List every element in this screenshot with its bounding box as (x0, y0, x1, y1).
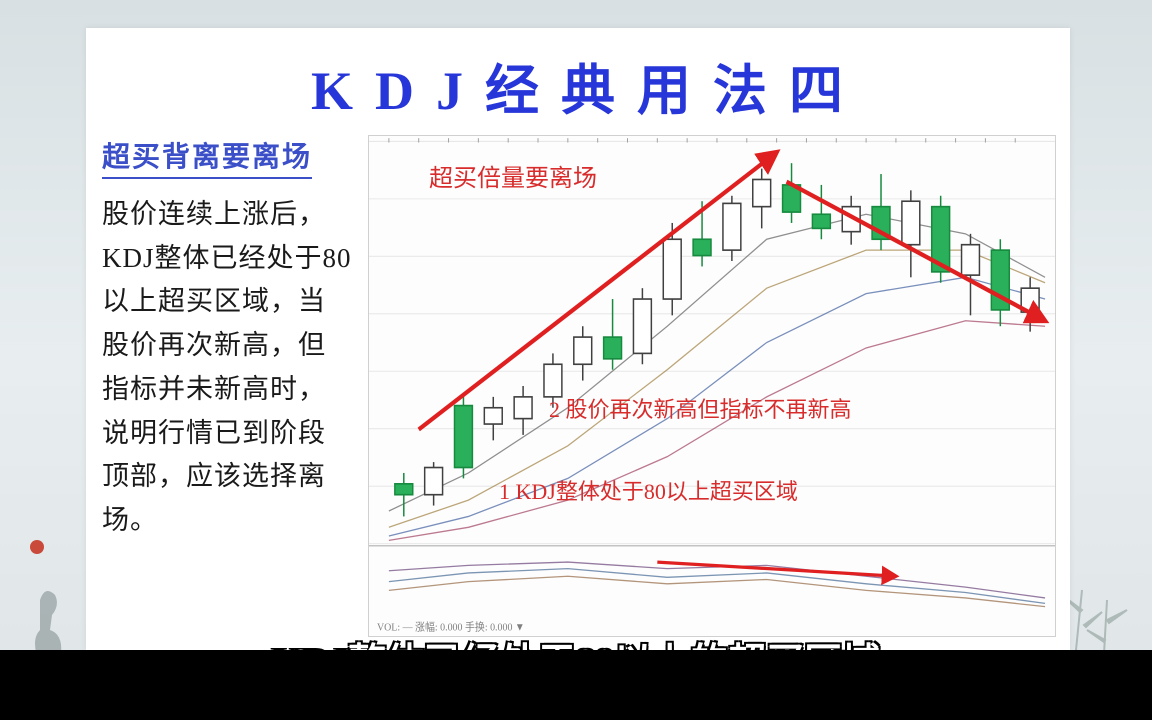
bottom-bar (0, 650, 1152, 720)
chart-area: VOL: — 涨幅: 0.000 手换: 0.000 ▼ 超买倍量要离场 2 股… (368, 135, 1056, 637)
body-text: 股价连续上涨后，KDJ整体已经处于80以上超买区域，当股价再次新高，但指标并未新… (102, 193, 352, 543)
chart-top-label: 超买倍量要离场 (429, 158, 597, 193)
decor-dot (30, 540, 44, 554)
text-column: 超买背离要离场 股价连续上涨后，KDJ整体已经处于80以上超买区域，当股价再次新… (102, 135, 352, 637)
subtitle: 超买背离要离场 (102, 135, 312, 179)
chart-bottom-label: 1 KDJ整体处于80以上超买区域 (499, 474, 798, 506)
content-row: 超买背离要离场 股价连续上涨后，KDJ整体已经处于80以上超买区域，当股价再次新… (86, 135, 1070, 647)
page-title: KDJ经典用法四 (86, 28, 1070, 135)
candlestick-chart: VOL: — 涨幅: 0.000 手换: 0.000 ▼ (369, 136, 1055, 636)
content-card: KDJ经典用法四 超买背离要离场 股价连续上涨后，KDJ整体已经处于80以上超买… (86, 28, 1070, 650)
chart-mid-label: 2 股价再次新高但指标不再新高 (549, 392, 852, 424)
